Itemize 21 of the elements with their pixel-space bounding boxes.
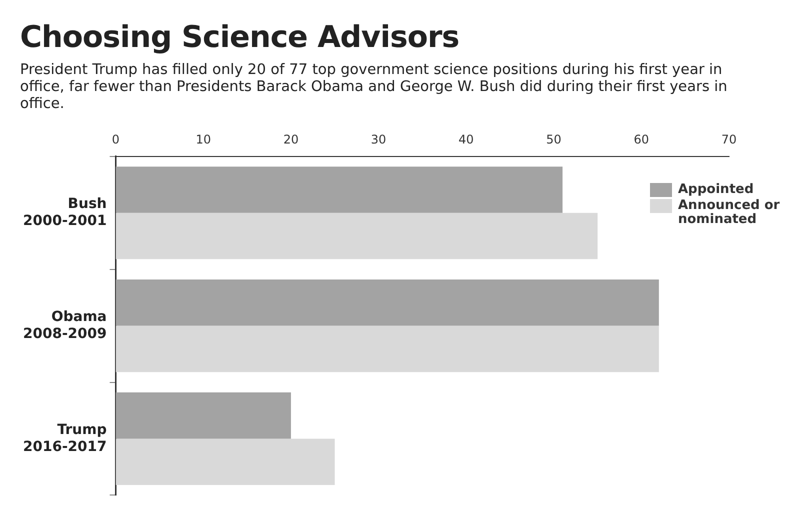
bar — [116, 212, 598, 260]
x-tick-label: 60 — [634, 132, 650, 146]
x-tick-label: 40 — [458, 132, 474, 146]
x-tick-label: 20 — [283, 132, 299, 146]
legend-label: Announced or nominated — [678, 198, 781, 227]
y-tick-label: Bush 2000-2001 — [22, 196, 107, 229]
legend-label: Appointed — [678, 182, 755, 197]
y-tick-label: Obama 2008-2009 — [22, 309, 107, 342]
bar — [116, 438, 335, 486]
bar — [116, 166, 563, 213]
chart-subtitle: President Trump has filled only 20 of 77 top government science positions during his first year in office, far fewer than Presidents Barack Obama and George W. Bush did during their first years in office. — [20, 62, 728, 113]
bar — [116, 280, 659, 326]
y-tick-label: Trump 2016-2017 — [22, 422, 107, 455]
bar — [116, 392, 291, 439]
x-tick-label: 10 — [196, 132, 211, 146]
x-tick-label: 70 — [721, 132, 737, 146]
x-tick-label: 50 — [546, 132, 562, 146]
chart-title: Choosing Science Advisors — [20, 20, 460, 55]
x-tick-label: 0 — [112, 132, 120, 146]
x-tick-label: 30 — [370, 132, 386, 146]
bar — [116, 326, 659, 372]
